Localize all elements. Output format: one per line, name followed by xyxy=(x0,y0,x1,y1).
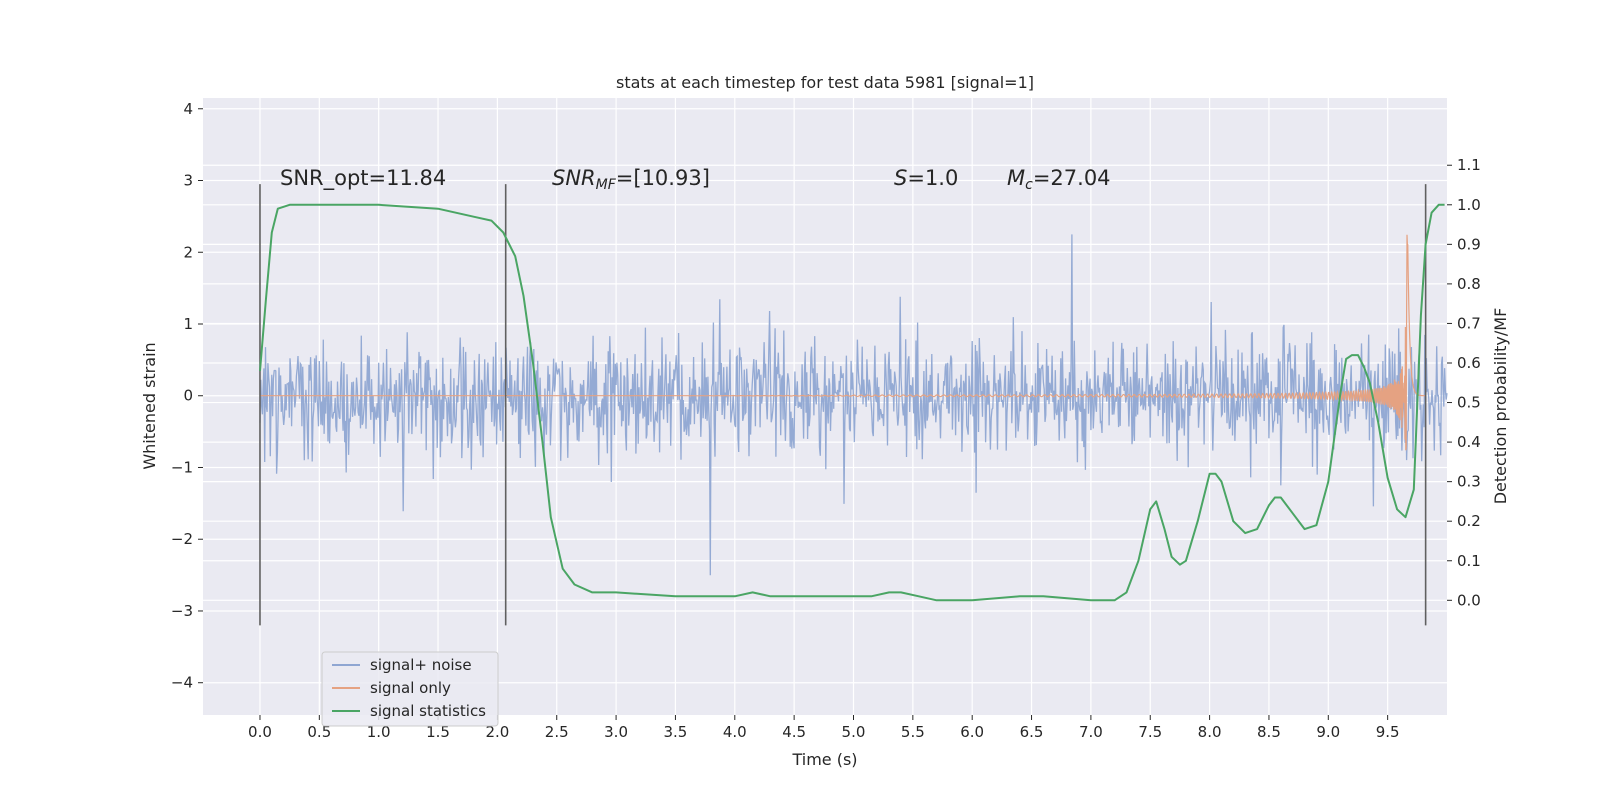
x-tick-label: 5.5 xyxy=(901,723,925,741)
y-axis-label: Whitened strain xyxy=(140,342,159,469)
x-tick-label: 9.0 xyxy=(1316,723,1340,741)
y2-tick-label: 0.6 xyxy=(1457,354,1481,372)
y2-tick-label: 0.0 xyxy=(1457,591,1481,609)
signal-only-series xyxy=(260,234,1426,451)
y2-tick-label: 0.8 xyxy=(1457,275,1481,293)
y2-ticks: 0.0 0.1 0.2 0.3 0.4 0.5 0.6 0.7 0.8 0.9 1.0 1.1 xyxy=(1447,156,1481,609)
signal-line xyxy=(260,234,1426,451)
x-tick-label: 3.0 xyxy=(604,723,628,741)
y-tick-label: −1 xyxy=(171,458,193,476)
x-tick-label: 0.5 xyxy=(307,723,331,741)
x-tick-label: 2.0 xyxy=(485,723,509,741)
y-tick-label: 4 xyxy=(183,100,193,118)
annotation-snr-mf-main: SNR xyxy=(552,166,596,190)
x-ticks: 0.0 0.5 1.0 1.5 2.0 2.5 3.0 3.5 4.0 4.5 5.0 5.5 6.0 6… xyxy=(248,715,1400,741)
y-tick-label: −4 xyxy=(171,674,193,692)
legend: signal+ noise signal only signal statist… xyxy=(321,651,499,727)
x-tick-label: 7.0 xyxy=(1079,723,1103,741)
y2-tick-label: 1.1 xyxy=(1457,156,1481,174)
chart-title: stats at each timestep for test data 598… xyxy=(616,73,1034,92)
x-tick-label: 4.0 xyxy=(723,723,747,741)
annotation-snr-opt: SNR_opt=11.84 xyxy=(280,166,446,191)
stat-line xyxy=(259,203,1445,602)
x-tick-label: 1.5 xyxy=(426,723,450,741)
x-tick-label: 8.5 xyxy=(1257,723,1281,741)
annotation-mc-sym: M xyxy=(1007,166,1025,190)
annotation-s-sym: S xyxy=(894,166,907,190)
x-tick-label: 4.5 xyxy=(782,723,806,741)
x-tick-label: 0.0 xyxy=(248,723,272,741)
signal-statistics-series xyxy=(259,203,1445,602)
annotation-s: S=1.0 xyxy=(894,166,958,190)
x-tick-label: 6.5 xyxy=(1020,723,1044,741)
y2-tick-label: 0.1 xyxy=(1457,552,1481,570)
annotation-mc-sub: c xyxy=(1025,177,1033,193)
y2-tick-label: 1.0 xyxy=(1457,196,1481,214)
x-tick-label: 8.0 xyxy=(1198,723,1222,741)
y2-tick-label: 0.7 xyxy=(1457,314,1481,332)
annotation-snr-mf-value: =[10.93] xyxy=(616,166,710,190)
annotation-snr-mf-sub: MF xyxy=(596,177,617,193)
y-tick-label: 3 xyxy=(183,172,193,190)
x-tick-label: 5.0 xyxy=(842,723,866,741)
y2-tick-label: 0.5 xyxy=(1457,394,1481,412)
x-tick-label: 9.5 xyxy=(1376,723,1400,741)
y-tick-label: −2 xyxy=(171,530,193,548)
y2-axis-label: Detection probability/MF xyxy=(1491,308,1510,505)
annotation-snr-mf: SNRMF=[10.93] xyxy=(552,166,710,193)
y-tick-label: 2 xyxy=(183,243,193,261)
legend-label-signal: signal only xyxy=(370,679,451,697)
annotation-mc: Mc=27.04 xyxy=(1007,166,1111,193)
legend-label-noise: signal+ noise xyxy=(370,656,472,674)
x-tick-label: 2.5 xyxy=(545,723,569,741)
legend-label-stat: signal statistics xyxy=(370,702,486,720)
annotation-mc-value: =27.04 xyxy=(1033,166,1111,190)
x-axis-label: Time (s) xyxy=(791,750,857,769)
y-tick-label: 0 xyxy=(183,387,193,405)
y-ticks: −4 −3 −2 −1 0 1 2 3 4 xyxy=(171,100,203,692)
y-tick-label: 1 xyxy=(183,315,193,333)
signal-noise-series xyxy=(259,234,1448,576)
x-tick-label: 6.0 xyxy=(960,723,984,741)
annotation-s-value: =1.0 xyxy=(907,166,958,190)
y2-tick-label: 0.2 xyxy=(1457,512,1481,530)
x-tick-label: 1.0 xyxy=(367,723,391,741)
noise-line xyxy=(259,234,1448,576)
y2-tick-label: 0.4 xyxy=(1457,433,1481,451)
y2-tick-label: 0.3 xyxy=(1457,473,1481,491)
x-tick-label: 7.5 xyxy=(1138,723,1162,741)
x-tick-label: 3.5 xyxy=(664,723,688,741)
y-tick-label: −3 xyxy=(171,602,193,620)
legend-box xyxy=(321,651,499,727)
y2-tick-label: 0.9 xyxy=(1457,235,1481,253)
